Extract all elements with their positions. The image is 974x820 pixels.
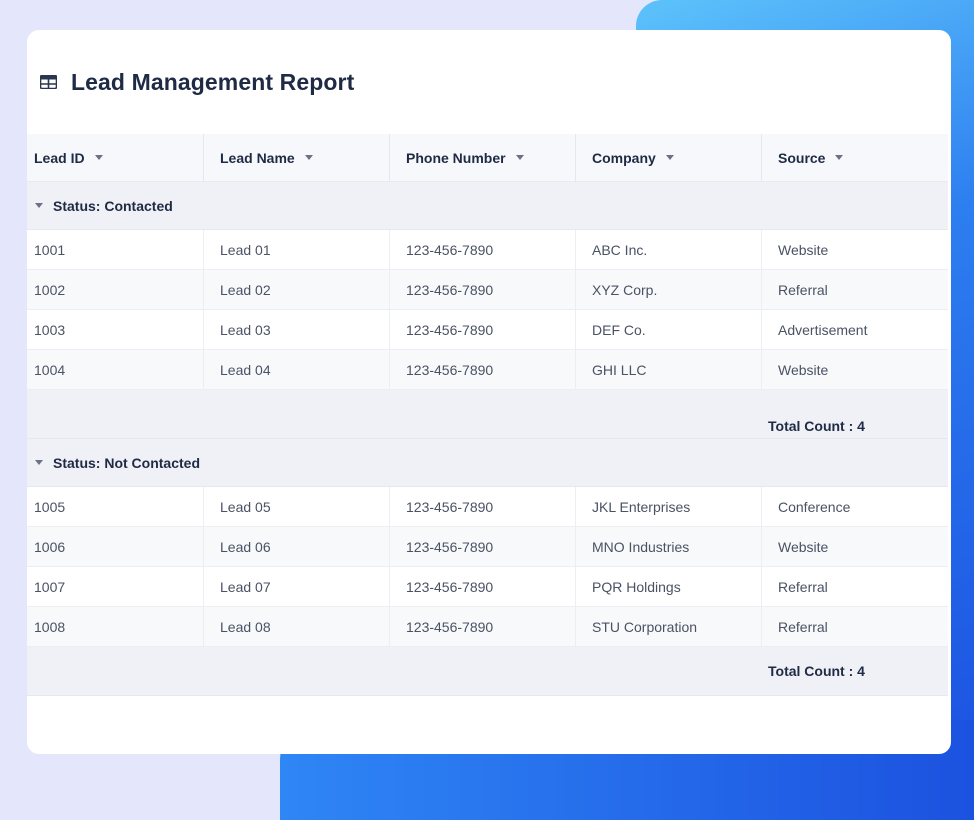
cell-source: Website <box>778 538 829 555</box>
group-row-not-contacted[interactable]: Status: Not Contacted <box>27 439 948 487</box>
cell-source: Referral <box>778 618 828 635</box>
cell-lead-name: Lead 01 <box>204 230 390 269</box>
column-header-phone-number[interactable]: Phone Number <box>390 134 576 181</box>
column-header-company[interactable]: Company <box>576 134 762 181</box>
column-header-label: Phone Number <box>406 149 506 166</box>
cell-lead-id: 1001 <box>27 230 204 269</box>
table-row[interactable]: 1003 Lead 03 123-456-7890 DEF Co. Advert… <box>27 310 948 350</box>
table-row[interactable]: 1008 Lead 08 123-456-7890 STU Corporatio… <box>27 607 948 647</box>
cell-source: Referral <box>778 578 828 595</box>
lead-grid: Lead ID Lead Name Phone Number Company S… <box>27 134 948 696</box>
cell-lead-id: 1005 <box>27 487 204 526</box>
table-icon <box>40 73 58 91</box>
cell-phone: 123-456-7890 <box>390 230 576 269</box>
group-total-count: Total Count : 4 <box>768 663 865 679</box>
cell-lead-id: 1006 <box>27 527 204 566</box>
group-label: Status: Not Contacted <box>53 454 200 471</box>
cell-lead-name: Lead 03 <box>204 310 390 349</box>
table-row[interactable]: 1002 Lead 02 123-456-7890 XYZ Corp. Refe… <box>27 270 948 310</box>
sort-caret-icon[interactable] <box>835 155 844 160</box>
cell-phone: 123-456-7890 <box>390 607 576 646</box>
collapse-caret-icon[interactable] <box>35 203 43 208</box>
cell-company: DEF Co. <box>576 310 762 349</box>
sort-caret-icon[interactable] <box>94 155 103 160</box>
cell-company: ABC Inc. <box>576 230 762 269</box>
group-total-row: Total Count : 4 <box>27 390 948 439</box>
group-total-row: Total Count : 4 <box>27 647 948 696</box>
cell-source: Website <box>778 241 829 258</box>
column-header-label: Company <box>592 149 656 166</box>
cell-lead-id: 1004 <box>27 350 204 389</box>
table-row[interactable]: 1006 Lead 06 123-456-7890 MNO Industries… <box>27 527 948 567</box>
group-label: Status: Contacted <box>53 197 173 214</box>
column-header-lead-id[interactable]: Lead ID <box>27 134 204 181</box>
sort-caret-icon[interactable] <box>515 155 524 160</box>
cell-lead-name: Lead 08 <box>204 607 390 646</box>
cell-lead-name: Lead 02 <box>204 270 390 309</box>
grid-header-row: Lead ID Lead Name Phone Number Company S… <box>27 134 948 182</box>
group-row-contacted[interactable]: Status: Contacted <box>27 182 948 230</box>
cell-company: STU Corporation <box>576 607 762 646</box>
group-total-count: Total Count : 4 <box>768 418 865 434</box>
report-card: Lead Management Report Lead ID Lead Name… <box>27 30 951 754</box>
cell-phone: 123-456-7890 <box>390 487 576 526</box>
table-row[interactable]: 1007 Lead 07 123-456-7890 PQR Holdings R… <box>27 567 948 607</box>
page-title: Lead Management Report <box>71 68 355 95</box>
cell-lead-name: Lead 04 <box>204 350 390 389</box>
cell-lead-id: 1003 <box>27 310 204 349</box>
cell-lead-id: 1008 <box>27 607 204 646</box>
cell-lead-id: 1002 <box>27 270 204 309</box>
table-row[interactable]: 1001 Lead 01 123-456-7890 ABC Inc. Websi… <box>27 230 948 270</box>
collapse-caret-icon[interactable] <box>35 460 43 465</box>
cell-phone: 123-456-7890 <box>390 567 576 606</box>
sort-caret-icon[interactable] <box>304 155 313 160</box>
column-header-label: Lead ID <box>34 149 85 166</box>
table-row[interactable]: 1004 Lead 04 123-456-7890 GHI LLC Websit… <box>27 350 948 390</box>
cell-lead-name: Lead 07 <box>204 567 390 606</box>
cell-phone: 123-456-7890 <box>390 270 576 309</box>
cell-company: JKL Enterprises <box>576 487 762 526</box>
cell-lead-name: Lead 06 <box>204 527 390 566</box>
cell-source: Advertisement <box>778 321 868 338</box>
table-row[interactable]: 1005 Lead 05 123-456-7890 JKL Enterprise… <box>27 487 948 527</box>
cell-company: MNO Industries <box>576 527 762 566</box>
report-header: Lead Management Report <box>40 68 354 96</box>
cell-company: GHI LLC <box>576 350 762 389</box>
column-header-label: Lead Name <box>220 149 295 166</box>
cell-phone: 123-456-7890 <box>390 310 576 349</box>
cell-company: PQR Holdings <box>576 567 762 606</box>
cell-phone: 123-456-7890 <box>390 527 576 566</box>
cell-source: Referral <box>778 281 828 298</box>
sort-caret-icon[interactable] <box>665 155 674 160</box>
column-header-source[interactable]: Source <box>762 134 948 181</box>
cell-source: Website <box>778 361 829 378</box>
cell-source: Conference <box>778 498 851 515</box>
cell-lead-id: 1007 <box>27 567 204 606</box>
cell-phone: 123-456-7890 <box>390 350 576 389</box>
cell-lead-name: Lead 05 <box>204 487 390 526</box>
cell-company: XYZ Corp. <box>576 270 762 309</box>
column-header-label: Source <box>778 149 826 166</box>
column-header-lead-name[interactable]: Lead Name <box>204 134 390 181</box>
